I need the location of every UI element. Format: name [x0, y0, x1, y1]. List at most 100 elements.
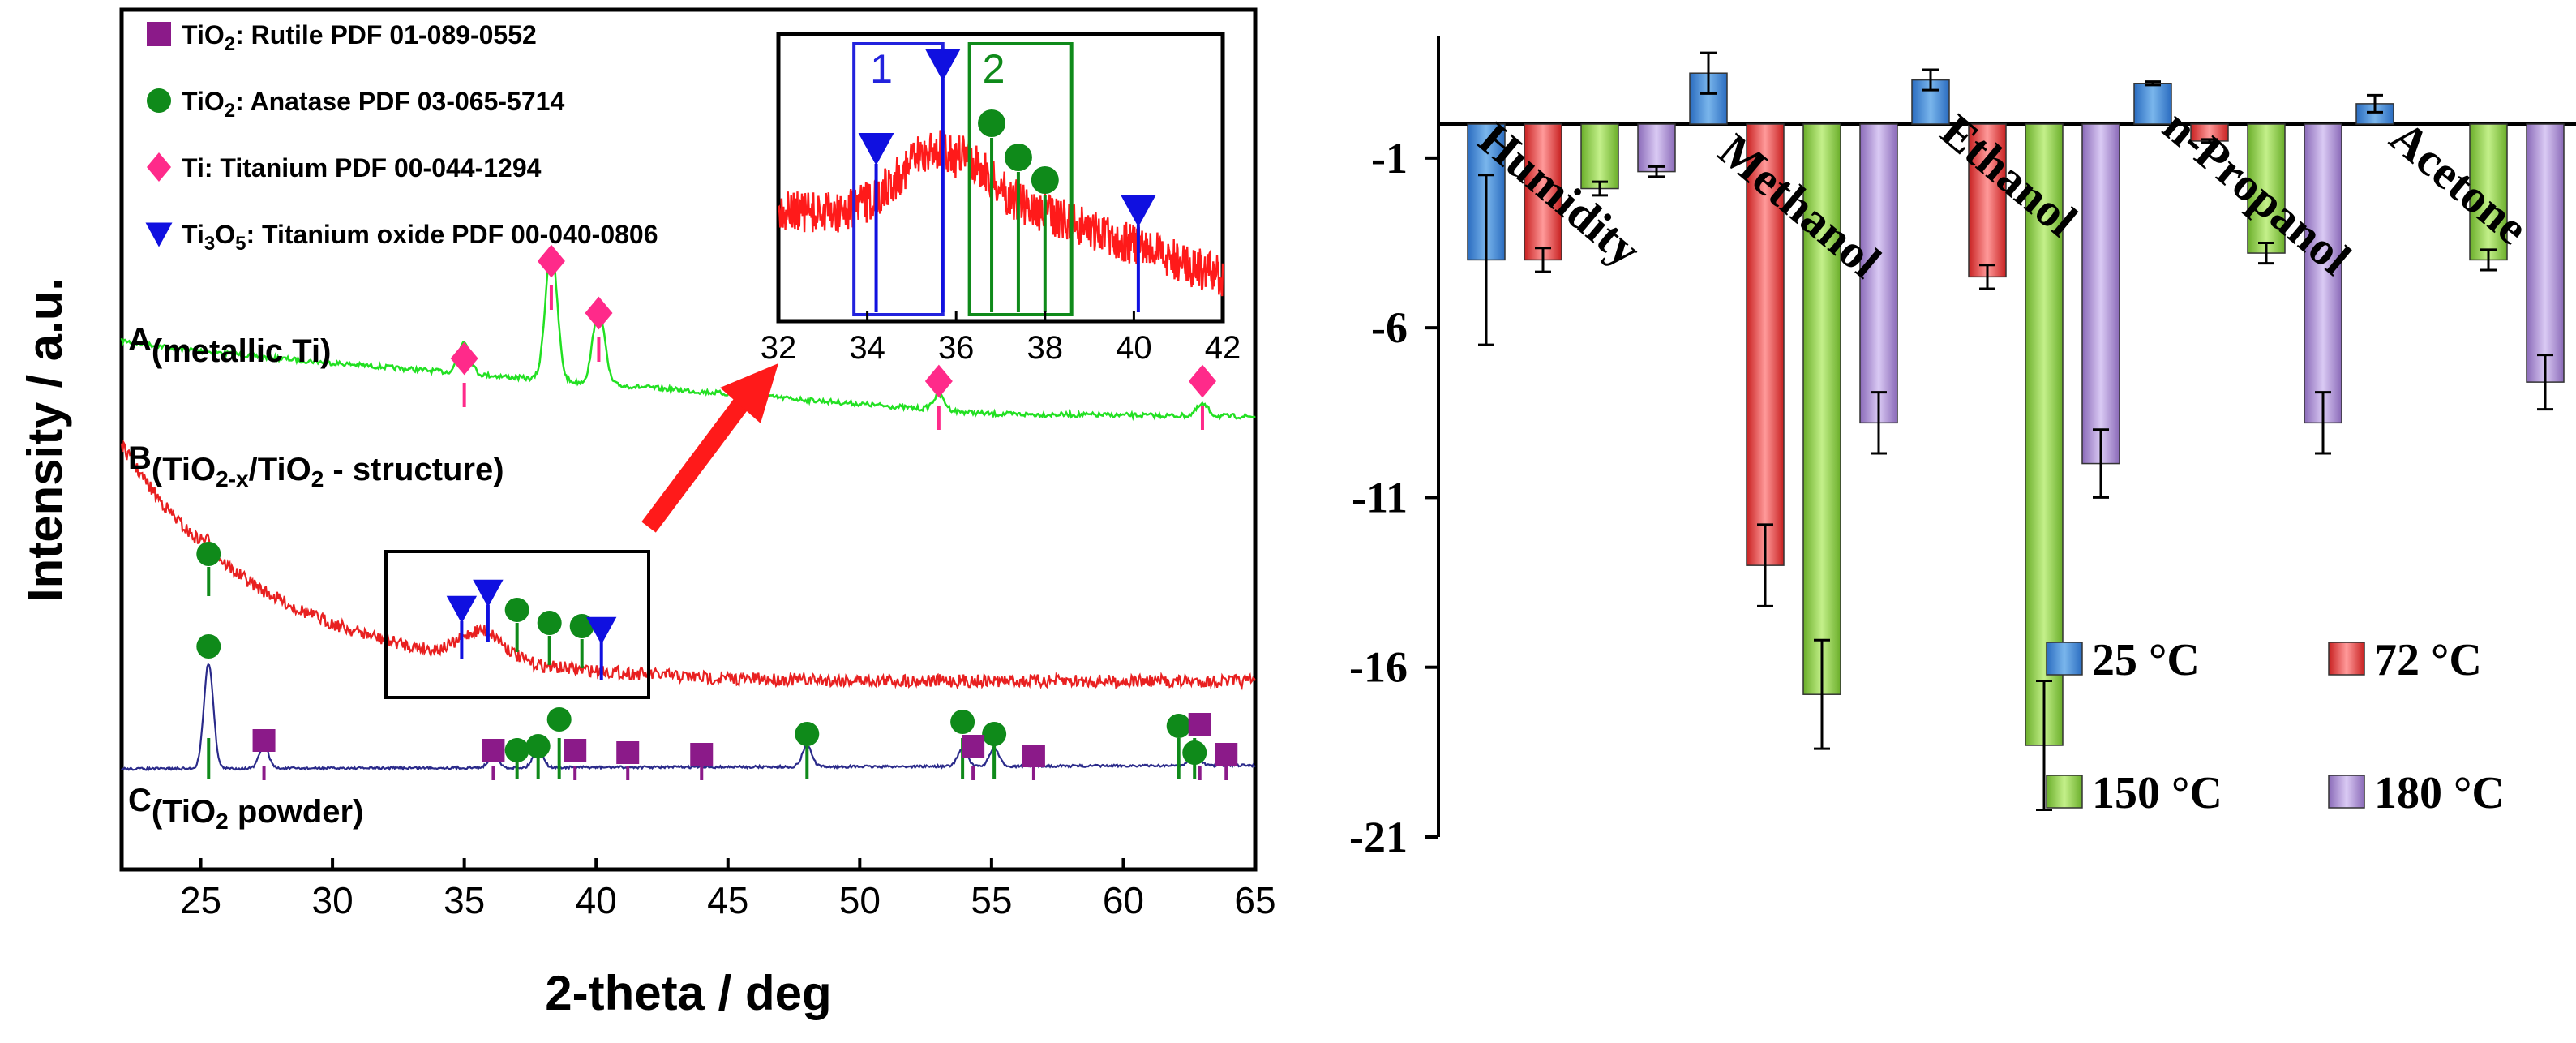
xrd-markers — [196, 244, 1238, 780]
anatase-circle-marker — [1182, 740, 1207, 765]
rutile-square-marker — [1022, 745, 1045, 767]
inset-region-2-label: 2 — [983, 46, 1005, 92]
xrd-tick-label: 30 — [312, 879, 354, 921]
bar-y-tick-label: -6 — [1371, 303, 1408, 352]
bar-y-tick-label: -21 — [1349, 813, 1408, 861]
bar-legend: 25 °C 72 °C 150 °C 180 °C — [2046, 635, 2505, 818]
bar-150c-acetone — [2469, 123, 2508, 261]
inset-tick-label: 36 — [938, 330, 975, 366]
xrd-tick-label: 25 — [180, 879, 221, 921]
bar-180c-acetone — [2526, 123, 2565, 383]
series-a-desc: (metallic Ti) — [152, 333, 332, 369]
xrd-tick-label: 40 — [576, 879, 617, 921]
legend-label: 180 °C — [2374, 768, 2505, 818]
bar-25c-n-propanol — [2133, 83, 2172, 125]
series-c-trace — [121, 663, 1256, 772]
legend-swatch — [2046, 642, 2083, 676]
rutile-square-marker — [962, 735, 985, 758]
legend-swatch — [2328, 775, 2365, 809]
series-a-trace — [120, 245, 1256, 422]
anatase-circle-marker — [950, 710, 975, 734]
xrd-panel: 25 30 35 40 45 50 55 60 65 TiO2: Rutile PDF 01-0… — [18, 7, 1276, 1020]
anatase-circle-marker — [982, 722, 1007, 746]
anatase-circle-marker — [196, 542, 221, 566]
ti3o5-triangle-marker — [586, 616, 617, 645]
bar-panel: -1-6-11-16-21 Humidity Methanol Ethanol n-P… — [1349, 36, 2576, 861]
series-c-desc: (TiO2 powder) — [152, 794, 364, 834]
ti-diamond-marker — [585, 296, 613, 330]
inset-tick-label: 40 — [1116, 330, 1152, 366]
rutile-square-marker — [564, 739, 587, 762]
xrd-tick-label: 60 — [1103, 879, 1144, 921]
legend-diamond-icon — [147, 152, 171, 182]
category-label-acetone: Acetone — [2381, 110, 2539, 255]
zoom-region-box — [384, 550, 650, 699]
bar-180c-humidity — [1637, 123, 1676, 173]
anatase-circle-marker — [537, 611, 562, 635]
xrd-x-ticks: 25 30 35 40 45 50 55 60 65 — [180, 858, 1276, 921]
rutile-square-marker — [1215, 743, 1238, 766]
ti-diamond-marker — [924, 364, 953, 398]
legend-triangle-icon — [145, 222, 173, 247]
bar-180c-ethanol — [2081, 123, 2120, 465]
series-a-letter: A — [128, 322, 152, 358]
legend-entry-label: Ti3O5: Titanium oxide PDF 00-040-0806 — [182, 220, 658, 255]
inset-anatase-circle-marker — [978, 109, 1006, 137]
inset-tick-label: 42 — [1205, 330, 1241, 366]
legend-swatch — [2046, 775, 2083, 809]
xrd-x-axis-title: 2-theta / deg — [545, 966, 831, 1020]
xrd-tick-label: 55 — [971, 879, 1012, 921]
legend-square-icon — [147, 22, 171, 46]
ti-diamond-marker — [450, 341, 478, 376]
inset-tick-label: 32 — [761, 330, 797, 366]
rutile-square-marker — [252, 729, 276, 752]
anatase-circle-marker — [196, 634, 221, 659]
xrd-tick-label: 65 — [1234, 879, 1275, 921]
xrd-tick-label: 50 — [839, 879, 881, 921]
rutile-square-marker — [616, 741, 640, 764]
zoom-arrowhead — [720, 363, 778, 423]
ti-diamond-marker — [1188, 364, 1216, 398]
rutile-square-marker — [482, 739, 505, 762]
inset-region-2-box — [967, 42, 1074, 316]
anatase-circle-marker — [504, 738, 529, 762]
inset-ti3o5-triangle-marker — [924, 49, 961, 81]
bar-150c-humidity — [1580, 123, 1619, 190]
ti3o5-triangle-marker — [473, 579, 504, 607]
bar-series — [1467, 51, 2565, 812]
legend-entry-label: TiO2: Rutile PDF 01-089-0552 — [182, 20, 537, 55]
legend-label: 72 °C — [2374, 635, 2482, 685]
xrd-legend: TiO2: Rutile PDF 01-089-0552 TiO2: Anatas… — [145, 20, 658, 255]
xrd-inset: 1 2 32 34 36 38 40 42 — [761, 32, 1241, 366]
rutile-square-marker — [1188, 713, 1211, 736]
inset-tick-label: 34 — [849, 330, 885, 366]
anatase-circle-marker — [1166, 714, 1191, 738]
series-c-label: C(TiO2 powder) — [128, 783, 363, 834]
bar-y-tick-label: -11 — [1352, 473, 1408, 522]
inset-tick-label: 38 — [1027, 330, 1064, 366]
series-c-letter: C — [128, 783, 152, 818]
series-b-trace — [120, 439, 1256, 691]
inset-anatase-circle-marker — [1004, 144, 1032, 171]
legend-circle-icon — [147, 88, 171, 113]
xrd-traces — [120, 245, 1256, 772]
bar-150c-methanol — [1802, 123, 1841, 695]
inset-x-ticks: 32 34 36 38 40 42 — [761, 311, 1241, 366]
anatase-circle-marker — [795, 722, 820, 746]
xrd-tick-label: 35 — [444, 879, 485, 921]
bar-y-tick-label: -1 — [1371, 134, 1408, 182]
bar-180c-methanol — [1859, 123, 1898, 424]
legend-label: 25 °C — [2092, 635, 2200, 685]
anatase-circle-marker — [525, 734, 551, 758]
xrd-y-axis-title: Intensity / a.u. — [18, 277, 72, 602]
series-b-letter: B — [128, 440, 152, 476]
inset-region-1-label: 1 — [870, 46, 893, 92]
ti3o5-triangle-marker — [446, 595, 478, 624]
anatase-circle-marker — [504, 598, 529, 622]
bar-y-tick-label: -16 — [1349, 643, 1408, 692]
legend-label: 150 °C — [2092, 768, 2222, 818]
inset-anatase-circle-marker — [1031, 166, 1059, 194]
ti-diamond-marker — [537, 244, 565, 278]
series-a-label: A(metallic Ti) — [128, 322, 331, 369]
